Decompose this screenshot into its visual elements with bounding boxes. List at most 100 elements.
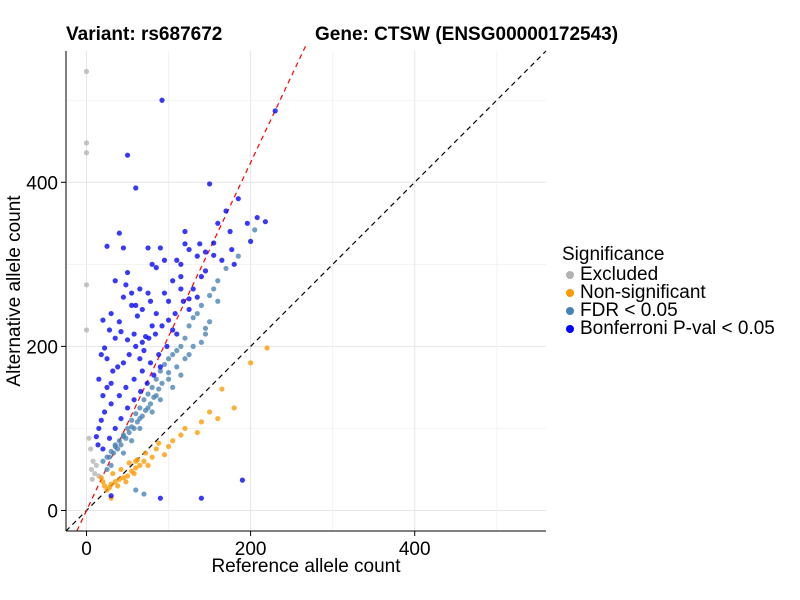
data-point-fdr-0-05 [153,376,159,382]
data-point-bonferroni-p-val-0-05 [161,257,168,263]
data-point-bonferroni-p-val-0-05 [182,241,188,247]
data-point-fdr-0-05 [120,450,127,456]
data-point-fdr-0-05 [118,442,124,448]
data-point-bonferroni-p-val-0-05 [156,351,162,358]
data-point-bonferroni-p-val-0-05 [95,442,101,448]
data-point-excluded [92,470,98,477]
y-tick-label: 400 [26,173,58,194]
data-point-non-significant [231,405,237,411]
data-point-bonferroni-p-val-0-05 [198,274,204,280]
data-point-bonferroni-p-val-0-05 [182,228,188,235]
data-point-bonferroni-p-val-0-05 [110,368,116,374]
data-point-fdr-0-05 [174,347,180,354]
data-point-bonferroni-p-val-0-05 [180,298,186,304]
data-point-bonferroni-p-val-0-05 [174,257,180,263]
data-point-non-significant [116,476,122,482]
data-point-bonferroni-p-val-0-05 [108,380,114,386]
data-point-bonferroni-p-val-0-05 [139,339,145,345]
data-point-bonferroni-p-val-0-05 [104,356,110,362]
grid-lines [66,51,546,531]
axes [65,51,546,532]
data-point-excluded [86,435,92,441]
data-point-non-significant [126,460,132,466]
data-point-bonferroni-p-val-0-05 [96,425,102,432]
data-point-bonferroni-p-val-0-05 [124,337,131,343]
data-point-fdr-0-05 [129,417,135,423]
data-point-non-significant [133,465,139,471]
data-points [83,68,278,501]
x-axis-label: Reference allele count [211,556,401,577]
data-point-fdr-0-05 [129,424,135,430]
data-point-bonferroni-p-val-0-05 [149,323,155,329]
data-point-bonferroni-p-val-0-05 [118,329,124,335]
legend-label: Excluded [580,264,659,285]
data-point-fdr-0-05 [252,227,258,233]
data-point-fdr-0-05 [106,454,113,460]
data-point-bonferroni-p-val-0-05 [123,282,129,288]
data-point-excluded [89,476,95,482]
data-point-fdr-0-05 [161,361,168,368]
data-point-bonferroni-p-val-0-05 [134,313,140,319]
data-point-non-significant [104,487,110,493]
data-point-bonferroni-p-val-0-05 [137,286,143,292]
data-point-bonferroni-p-val-0-05 [170,278,176,284]
data-point-excluded [93,462,99,468]
data-point-non-significant [118,466,124,473]
data-point-fdr-0-05 [202,331,209,337]
data-point-fdr-0-05 [145,391,151,397]
data-point-non-significant [198,419,204,425]
data-point-bonferroni-p-val-0-05 [157,495,163,501]
data-point-non-significant [137,462,143,468]
chart-title-gene: Gene: CTSW (ENSG00000172543) [315,24,619,45]
legend-item-non-significant: Non-significant [562,282,775,303]
data-point-bonferroni-p-val-0-05 [93,434,99,440]
data-point-bonferroni-p-val-0-05 [118,415,124,422]
data-point-fdr-0-05 [215,278,221,284]
data-point-non-significant [112,479,118,485]
data-point-bonferroni-p-val-0-05 [129,290,135,296]
legend-label: Non-significant [580,282,706,303]
data-point-bonferroni-p-val-0-05 [194,253,200,259]
data-point-non-significant [219,386,225,392]
chart-title-variant: Variant: rs687672 [66,24,223,45]
data-point-bonferroni-p-val-0-05 [197,241,203,247]
data-point-bonferroni-p-val-0-05 [202,249,209,255]
legend-item-fdr: FDR < 0.05 [562,300,775,321]
data-point-fdr-0-05 [190,315,196,321]
data-point-fdr-0-05 [186,323,192,329]
data-point-fdr-0-05 [112,442,118,448]
data-point-fdr-0-05 [206,292,213,299]
data-point-fdr-0-05 [124,425,131,432]
data-point-fdr-0-05 [157,368,163,374]
data-point-bonferroni-p-val-0-05 [96,376,102,382]
data-point-bonferroni-p-val-0-05 [229,246,235,253]
data-point-bonferroni-p-val-0-05 [138,388,144,395]
data-point-non-significant [194,429,200,436]
data-point-bonferroni-p-val-0-05 [100,393,106,399]
data-point-bonferroni-p-val-0-05 [178,261,184,267]
data-point-fdr-0-05 [186,351,192,358]
data-point-fdr-0-05 [141,491,147,497]
data-point-non-significant [131,470,137,477]
data-point-bonferroni-p-val-0-05 [139,368,145,374]
data-point-bonferroni-p-val-0-05 [190,286,196,292]
data-point-bonferroni-p-val-0-05 [126,351,132,358]
data-point-bonferroni-p-val-0-05 [164,343,170,349]
data-point-bonferroni-p-val-0-05 [108,401,114,407]
data-point-fdr-0-05 [137,405,143,411]
legend-item-excluded: Excluded [562,264,775,285]
legend-dot-icon [566,325,574,333]
data-point-non-significant [165,443,172,450]
data-point-fdr-0-05 [198,302,204,308]
data-point-bonferroni-p-val-0-05 [124,269,131,276]
data-point-bonferroni-p-val-0-05 [120,360,127,366]
data-point-bonferroni-p-val-0-05 [211,240,217,246]
data-point-bonferroni-p-val-0-05 [131,397,137,403]
data-point-non-significant [142,450,149,456]
data-point-bonferroni-p-val-0-05 [145,290,151,296]
legend-label: Bonferroni P-val < 0.05 [580,318,775,339]
legend-label: FDR < 0.05 [580,300,678,321]
data-point-bonferroni-p-val-0-05 [153,265,159,271]
data-point-fdr-0-05 [149,409,155,415]
